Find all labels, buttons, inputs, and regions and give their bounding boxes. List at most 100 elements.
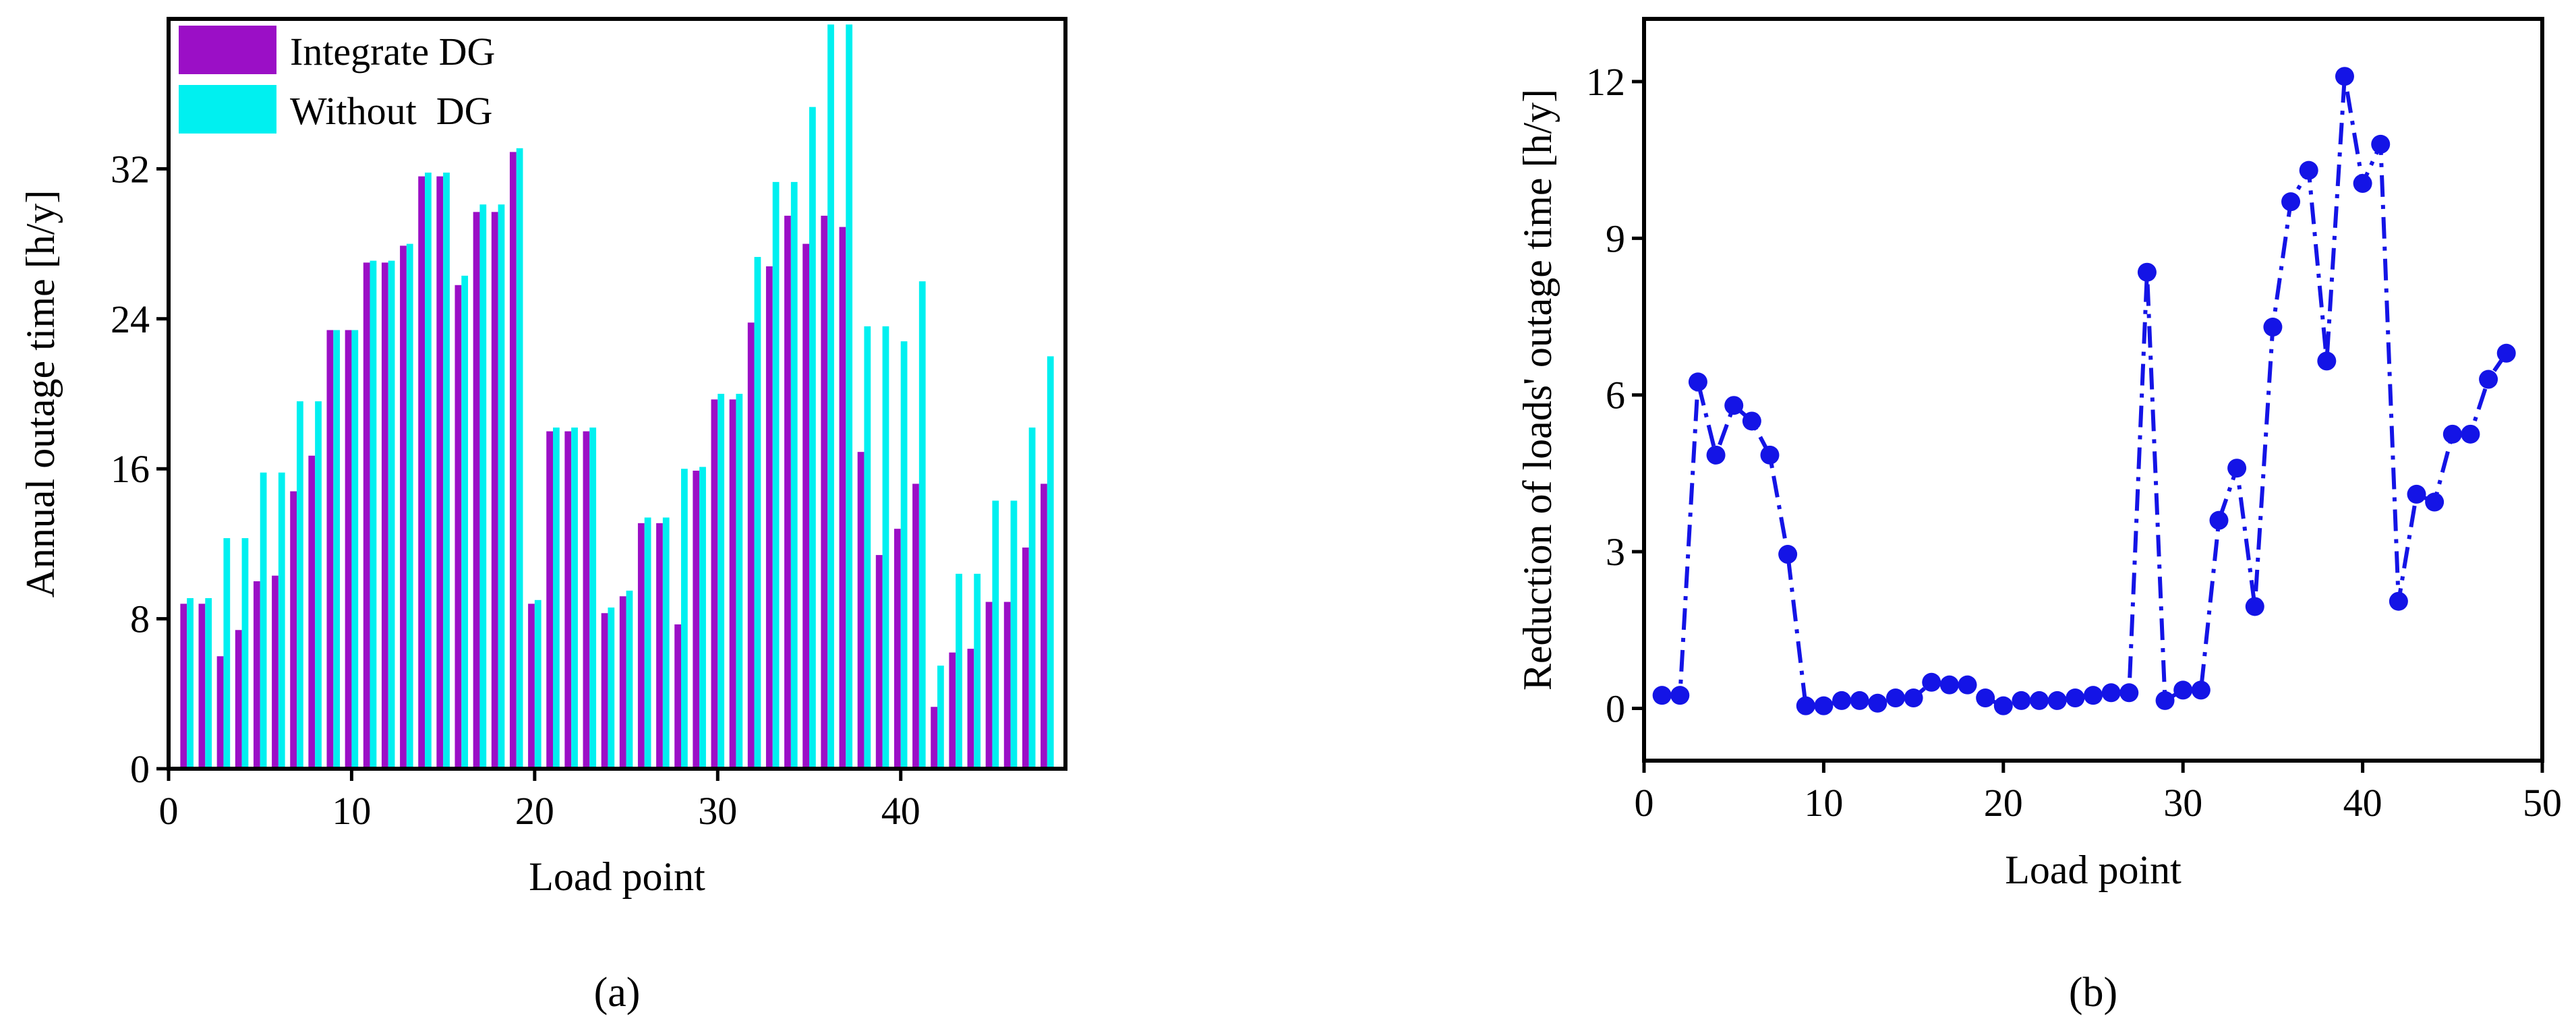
bar-integrate-dg-5 — [253, 581, 260, 769]
bar-without-dg-22 — [571, 428, 578, 769]
bar-integrate-dg-46 — [1003, 601, 1011, 769]
bar-integrate-dg-21 — [546, 431, 553, 769]
bar-integrate-dg-9 — [326, 330, 334, 769]
bar-without-dg-46 — [1010, 500, 1018, 769]
data-point-23 — [2047, 691, 2067, 710]
data-point-4 — [1706, 445, 1726, 465]
data-point-11 — [1832, 691, 1852, 710]
bar-integrate-dg-31 — [729, 399, 736, 769]
data-point-3 — [1688, 372, 1707, 392]
bar-without-dg-37 — [846, 24, 853, 769]
bar-without-dg-42 — [937, 666, 944, 769]
bar-without-dg-1 — [187, 598, 194, 769]
bar-integrate-dg-34 — [784, 215, 791, 769]
data-point-13 — [1868, 693, 1887, 713]
data-point-22 — [2030, 691, 2049, 710]
data-point-9 — [1796, 696, 1815, 715]
bar-integrate-dg-40 — [894, 529, 901, 769]
bar-integrate-dg-22 — [564, 431, 572, 769]
data-point-17 — [1939, 675, 1959, 695]
panel-a-plot-frame — [167, 17, 1067, 771]
bar-without-dg-6 — [278, 472, 285, 769]
panel-b-plot-frame — [1642, 17, 2544, 763]
bar-integrate-dg-30 — [711, 399, 718, 769]
panel-a-x-tick-label: 40 — [881, 789, 920, 833]
bar-without-dg-44 — [974, 573, 981, 769]
bar-without-dg-9 — [333, 330, 341, 769]
bar-without-dg-8 — [315, 401, 322, 769]
bar-integrate-dg-47 — [1022, 547, 1029, 769]
bar-integrate-dg-14 — [418, 176, 425, 769]
panel-a-y-tick-label: 0 — [130, 747, 150, 791]
bar-without-dg-20 — [534, 599, 541, 769]
bar-integrate-dg-2 — [198, 604, 206, 769]
bar-integrate-dg-1 — [180, 604, 187, 769]
bar-without-dg-35 — [809, 107, 816, 769]
data-point-10 — [1814, 696, 1834, 715]
bar-without-dg-11 — [370, 260, 377, 769]
data-point-34 — [2245, 597, 2264, 616]
bar-integrate-dg-3 — [216, 656, 224, 769]
bar-without-dg-41 — [918, 281, 926, 769]
bar-integrate-dg-33 — [765, 266, 773, 769]
data-point-7 — [1760, 445, 1780, 465]
panel-b-y-tick-label: 0 — [1606, 687, 1625, 731]
data-point-8 — [1778, 545, 1798, 564]
bar-integrate-dg-42 — [931, 707, 937, 769]
panel-a-y-tick-label: 8 — [130, 597, 150, 641]
bar-integrate-dg-27 — [656, 523, 663, 769]
data-point-31 — [2191, 680, 2211, 700]
bar-without-dg-4 — [241, 538, 249, 769]
bar-integrate-dg-48 — [1041, 483, 1047, 769]
panel-b-x-tick-label: 50 — [2523, 781, 2562, 825]
bar-without-dg-27 — [662, 517, 670, 769]
bar-without-dg-38 — [864, 326, 871, 769]
panel-b-y-tick-label: 3 — [1606, 530, 1625, 574]
panel-a-legend: Integrate DG Without DG — [179, 26, 495, 134]
bar-without-dg-19 — [516, 148, 523, 769]
bar-without-dg-13 — [406, 243, 413, 769]
bar-integrate-dg-23 — [583, 431, 590, 769]
bar-integrate-dg-8 — [308, 455, 316, 769]
bar-integrate-dg-4 — [235, 630, 242, 769]
bar-integrate-dg-38 — [857, 452, 865, 769]
bar-without-dg-15 — [443, 172, 450, 769]
data-point-30 — [2173, 680, 2193, 700]
bar-integrate-dg-29 — [693, 470, 700, 769]
panel-b-axes: 0 10 20 30 40 50 0 3 6 9 12 — [1586, 60, 2562, 825]
data-point-6 — [1742, 411, 1761, 431]
panel-a-caption-label: (a) — [594, 970, 641, 1016]
legend-label-integrate-dg: Integrate DG — [290, 30, 495, 74]
panel-a-x-tick-label: 30 — [698, 789, 737, 833]
bar-integrate-dg-45 — [985, 601, 993, 769]
data-point-24 — [2066, 688, 2085, 708]
bar-without-dg-3 — [223, 538, 231, 769]
panel-a-y-axis-title: Annual outage time [h/y] — [18, 190, 63, 598]
bar-without-dg-2 — [205, 598, 212, 769]
data-point-19 — [1976, 688, 1995, 708]
data-point-21 — [2012, 691, 2031, 710]
data-point-44 — [2425, 492, 2445, 512]
bar-without-dg-18 — [498, 204, 505, 769]
panel-b-x-tick-label: 0 — [1635, 781, 1654, 825]
bar-integrate-dg-18 — [491, 212, 498, 769]
panel-a-x-tick-label: 10 — [332, 789, 371, 833]
data-point-28 — [2137, 262, 2157, 282]
data-point-12 — [1850, 691, 1869, 710]
panel-a-y-tick-label: 16 — [111, 447, 150, 491]
panel-b-markers — [1652, 67, 2516, 715]
panel-a-bars — [180, 24, 1054, 769]
data-point-18 — [1958, 675, 1977, 695]
bar-without-dg-23 — [589, 428, 597, 769]
bar-integrate-dg-28 — [674, 624, 681, 769]
data-point-14 — [1885, 688, 1905, 708]
bar-integrate-dg-10 — [345, 330, 352, 769]
bar-without-dg-29 — [699, 467, 706, 769]
bar-without-dg-36 — [827, 24, 834, 769]
bar-integrate-dg-20 — [528, 604, 535, 769]
bar-without-dg-39 — [882, 326, 889, 769]
bar-without-dg-47 — [1028, 428, 1036, 769]
data-point-5 — [1724, 396, 1744, 415]
data-point-29 — [2155, 691, 2175, 710]
bar-without-dg-31 — [736, 394, 743, 769]
